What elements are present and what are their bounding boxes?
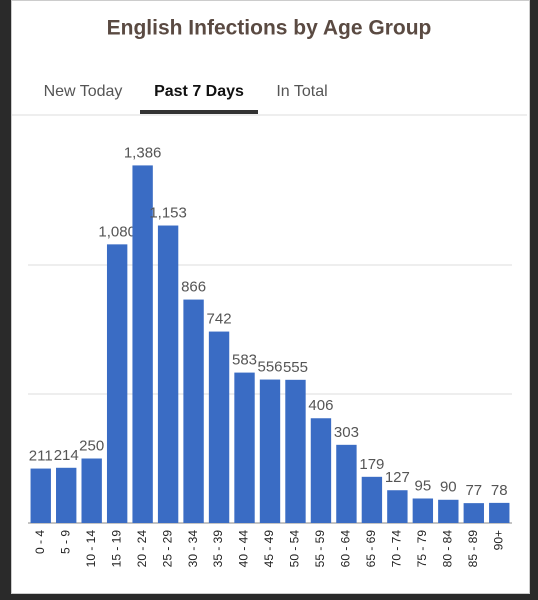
x-tick-label: 10 - 14 xyxy=(84,530,98,568)
value-label: 406 xyxy=(308,397,333,414)
bar xyxy=(412,498,434,523)
value-label: 1,153 xyxy=(149,204,187,221)
value-label: 303 xyxy=(334,424,359,441)
x-tick-label: 45 - 49 xyxy=(262,530,276,568)
bar xyxy=(259,379,281,523)
value-label: 250 xyxy=(79,437,104,454)
value-label: 78 xyxy=(491,482,508,499)
value-label: 1,080 xyxy=(98,223,136,240)
bar xyxy=(336,444,357,523)
x-tick-label: 25 - 29 xyxy=(160,530,174,568)
tab[interactable]: In Total xyxy=(276,83,327,100)
bar xyxy=(285,379,306,523)
bar xyxy=(157,225,179,523)
bar xyxy=(132,165,153,524)
value-label: 555 xyxy=(283,359,308,376)
value-label: 214 xyxy=(54,447,79,464)
x-tick-label: 5 - 9 xyxy=(58,530,72,554)
bar xyxy=(387,490,408,523)
x-tick-label: 70 - 74 xyxy=(390,530,404,568)
value-label: 211 xyxy=(29,448,53,465)
bar xyxy=(234,372,255,523)
value-label: 1,386 xyxy=(124,144,162,161)
bar xyxy=(208,331,230,523)
bar xyxy=(463,503,484,523)
value-label: 127 xyxy=(385,469,410,486)
bar xyxy=(183,299,204,523)
x-tick-label: 20 - 24 xyxy=(135,530,149,568)
value-label: 556 xyxy=(257,359,282,376)
bar xyxy=(489,502,510,523)
x-tick-label: 15 - 19 xyxy=(109,530,123,568)
value-label: 77 xyxy=(465,482,482,499)
tab[interactable]: New Today xyxy=(44,83,123,100)
x-tick-label: 40 - 44 xyxy=(237,530,251,568)
bar xyxy=(81,458,102,523)
x-tick-label: 50 - 54 xyxy=(288,530,302,568)
x-tick-label: 60 - 64 xyxy=(339,530,353,568)
value-label: 742 xyxy=(207,311,232,328)
x-tick-label: 85 - 89 xyxy=(466,530,480,568)
value-label: 866 xyxy=(181,279,206,296)
value-label: 583 xyxy=(232,352,257,369)
x-tick-label: 65 - 69 xyxy=(364,530,378,568)
x-tick-label: 0 - 4 xyxy=(33,530,47,554)
bar xyxy=(30,468,51,523)
value-label: 90 xyxy=(440,479,457,496)
bar xyxy=(310,418,332,523)
x-tick-label: 90+ xyxy=(491,530,505,550)
x-tick-label: 55 - 59 xyxy=(313,530,327,568)
x-tick-label: 30 - 34 xyxy=(186,530,200,568)
bar xyxy=(438,499,459,523)
tab[interactable]: Past 7 Days xyxy=(154,83,244,100)
bar xyxy=(56,467,77,523)
x-tick-label: 80 - 84 xyxy=(440,530,454,568)
x-tick-label: 75 - 79 xyxy=(415,530,429,568)
bar xyxy=(106,244,128,524)
tab-indicator xyxy=(140,110,258,114)
x-tick-label: 35 - 39 xyxy=(211,530,225,568)
value-label: 179 xyxy=(359,456,384,473)
chart-title: English Infections by Age Group xyxy=(107,17,432,40)
value-label: 95 xyxy=(414,477,431,494)
bar xyxy=(361,476,383,523)
